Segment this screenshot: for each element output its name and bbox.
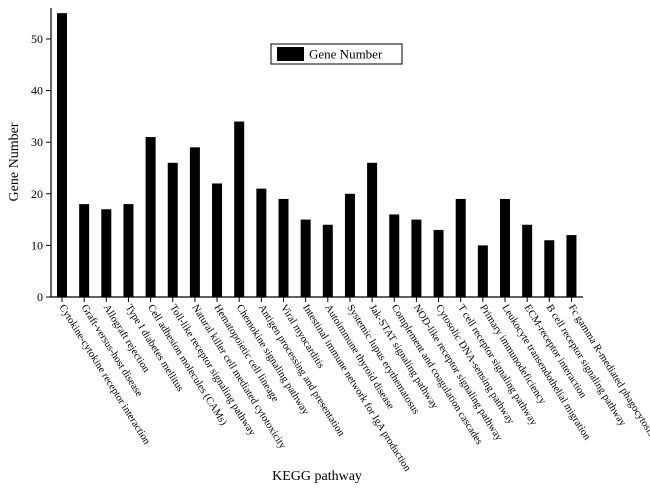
bar — [256, 188, 267, 297]
y-tick-label: 10 — [31, 238, 43, 252]
bars — [57, 13, 577, 298]
bar — [522, 224, 533, 297]
y-tick-label: 30 — [31, 135, 43, 149]
bar — [367, 162, 378, 297]
bar — [278, 198, 289, 297]
bar — [101, 209, 112, 297]
y-tick-label: 50 — [31, 32, 43, 46]
legend-label: Gene Number — [309, 47, 383, 62]
bar — [189, 147, 200, 297]
bar — [389, 214, 400, 297]
bar — [411, 219, 422, 297]
bar — [234, 121, 245, 298]
legend: Gene Number — [270, 43, 403, 65]
bar — [167, 162, 178, 297]
bar — [145, 137, 156, 297]
bar — [500, 198, 510, 297]
x-ticks — [61, 297, 572, 302]
axes — [50, 8, 583, 298]
y-ticks: 0 10 20 30 40 50 — [31, 32, 51, 304]
bar — [566, 235, 577, 297]
y-tick-label: 0 — [37, 290, 43, 304]
category-labels: Cytokine-cytokine receptor interactionGr… — [56, 303, 650, 474]
bar — [300, 219, 311, 297]
bar — [322, 224, 333, 297]
bar — [477, 245, 488, 297]
bar — [212, 183, 223, 297]
bar — [433, 229, 444, 297]
bar — [544, 240, 555, 297]
y-tick-label: 40 — [31, 84, 43, 98]
y-axis-title: Gene Number — [7, 122, 22, 201]
legend-swatch — [277, 47, 304, 61]
bar — [57, 13, 67, 298]
y-tick-label: 20 — [31, 187, 43, 201]
bar — [344, 193, 355, 297]
bar — [455, 198, 466, 297]
bar — [123, 204, 134, 297]
x-axis-title: KEGG pathway — [272, 469, 362, 484]
bar — [79, 204, 90, 297]
